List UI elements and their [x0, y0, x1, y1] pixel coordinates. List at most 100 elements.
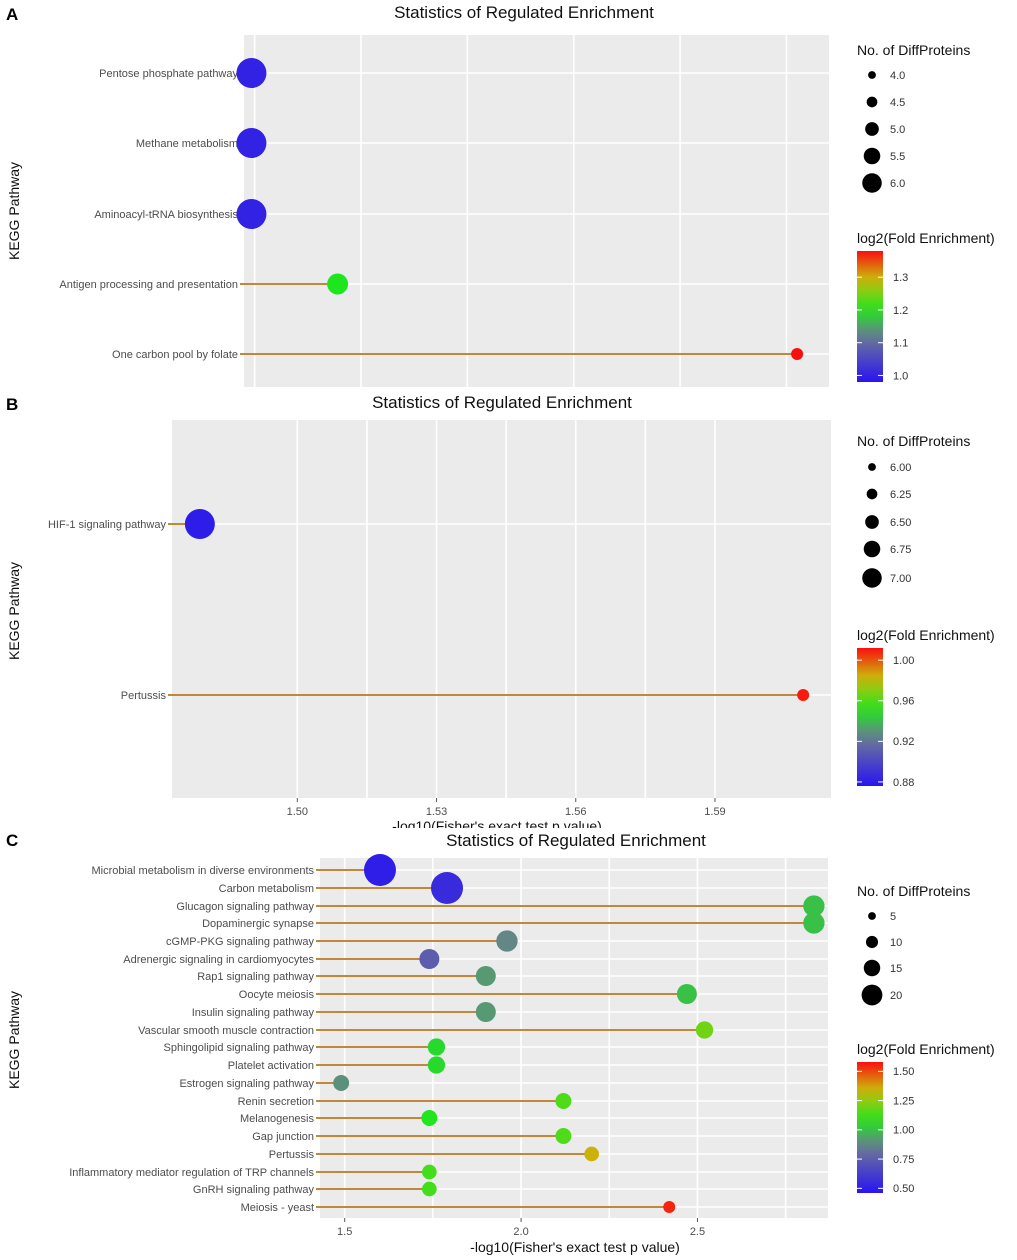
category-label: Sphingolipid signaling pathway: [164, 1042, 315, 1054]
panel-letter: C: [6, 831, 18, 850]
size-legend-symbol: [866, 488, 878, 500]
chart-title: Statistics of Regulated Enrichment: [394, 3, 654, 22]
color-legend-label: 1.50: [893, 1066, 914, 1078]
x-tick-label: 1.53: [426, 806, 447, 818]
size-legend-label: 5: [890, 911, 896, 923]
category-label: Vascular smooth muscle contraction: [138, 1025, 314, 1037]
data-point: [427, 1056, 446, 1074]
size-legend-label: 15: [890, 963, 902, 975]
panel-A: A Statistics of Regulated Enrichment KEGG …: [6, 3, 995, 387]
data-point: [676, 984, 697, 1004]
color-bar: [857, 251, 883, 382]
color-legend-label: 1.00: [893, 1125, 914, 1137]
data-point: [363, 854, 396, 886]
data-point: [333, 1075, 350, 1091]
data-point: [803, 895, 825, 917]
size-legend-title: No. of DiffProteins: [857, 883, 970, 899]
size-legend-label: 6.00: [890, 462, 911, 474]
data-point: [496, 930, 518, 952]
size-legend-label: 10: [890, 937, 902, 949]
data-point: [236, 199, 267, 229]
color-legend-label: 1.25: [893, 1095, 914, 1107]
data-point: [791, 348, 804, 360]
color-legend-label: 1.0: [893, 370, 908, 382]
category-label: Carbon metabolism: [219, 883, 314, 895]
data-point: [422, 1164, 437, 1180]
size-legend-label: 4.5: [890, 97, 905, 109]
plot-background: [172, 420, 831, 798]
color-legend: log2(Fold Enrichment) 1.50 1.25 1.00 0.75 0.5…: [857, 1041, 995, 1195]
category-label: Methane metabolism: [136, 138, 238, 150]
color-legend-label: 1.00: [893, 655, 914, 667]
category-label: Insulin signaling pathway: [192, 1007, 315, 1019]
data-point: [236, 58, 267, 88]
size-legend-symbol: [863, 540, 881, 558]
size-legend-label: 6.0: [890, 178, 905, 190]
size-legend-symbol: [862, 173, 882, 193]
category-label: Aminoacyl-tRNA biosynthesis: [94, 209, 238, 221]
panel-C: C Statistics of Regulated Enrichment 1.5 2.…: [6, 831, 995, 1255]
data-point: [475, 966, 496, 986]
category-label: Antigen processing and presentation: [59, 279, 238, 291]
size-legend-symbol: [865, 122, 879, 136]
plot-background: [320, 858, 828, 1218]
category-label: Gap junction: [252, 1131, 314, 1143]
panel-B: B Statistics of Regulated Enrichment 1.50 1…: [6, 393, 995, 828]
x-tick-label: 1.56: [565, 806, 586, 818]
color-legend-label: 1.1: [893, 338, 908, 350]
size-legend-symbol: [863, 147, 881, 165]
y-axis-label: KEGG Pathway: [6, 991, 22, 1089]
category-label: Pertussis: [121, 690, 167, 702]
category-label: Adrenergic signaling in cardiomyocytes: [123, 954, 314, 966]
data-point: [427, 1038, 446, 1056]
category-label: cGMP-PKG signaling pathway: [166, 936, 314, 948]
color-legend: log2(Fold Enrichment) 1.00 0.96 0.92 0.88: [857, 627, 995, 789]
x-tick-label: 1.5: [337, 1226, 352, 1238]
size-legend: No. of DiffProteins 4.0 4.5 5.0 5.5 6.0: [857, 42, 970, 193]
size-legend-label: 6.25: [890, 489, 911, 501]
category-label: HIF-1 signaling pathway: [48, 519, 167, 531]
size-legend-symbol: [868, 463, 876, 471]
panel-letter: A: [6, 5, 18, 24]
color-legend-label: 0.75: [893, 1154, 914, 1166]
size-legend: No. of DiffProteins 6.00 6.25 6.50 6.75 7.00: [857, 433, 970, 588]
color-legend-title: log2(Fold Enrichment): [857, 627, 995, 643]
y-axis-label: KEGG Pathway: [6, 162, 22, 260]
data-point: [327, 273, 349, 295]
color-bar: [857, 1062, 883, 1193]
data-point: [431, 872, 463, 904]
chart-title: Statistics of Regulated Enrichment: [372, 393, 632, 412]
category-label: Platelet activation: [228, 1060, 314, 1072]
category-label: Estrogen signaling pathway: [179, 1078, 314, 1090]
chart-title: Statistics of Regulated Enrichment: [446, 831, 706, 850]
size-legend-symbol: [868, 71, 876, 79]
category-label: Inflammatory mediator regulation of TRP …: [69, 1167, 314, 1179]
color-legend-label: 0.92: [893, 736, 914, 748]
size-legend-label: 6.50: [890, 517, 911, 529]
size-legend-label: 20: [890, 990, 902, 1002]
color-legend-label: 1.3: [893, 272, 908, 284]
data-point: [555, 1128, 572, 1144]
category-label: Oocyte meiosis: [239, 989, 315, 1001]
data-point: [419, 949, 440, 969]
color-legend-label: 0.96: [893, 696, 914, 708]
data-point: [555, 1093, 572, 1109]
color-bar: [857, 648, 883, 786]
data-point: [422, 1181, 437, 1197]
category-label: Microbial metabolism in diverse environm…: [91, 865, 314, 877]
category-label: GnRH signaling pathway: [193, 1184, 315, 1196]
category-label: Dopaminergic synapse: [202, 918, 314, 930]
size-legend-label: 5.5: [890, 151, 905, 163]
color-legend-label: 0.88: [893, 777, 914, 789]
data-point: [421, 1110, 438, 1126]
y-axis-label: KEGG Pathway: [6, 562, 22, 660]
color-legend-title: log2(Fold Enrichment): [857, 230, 995, 246]
size-legend-label: 4.0: [890, 70, 905, 82]
data-point: [475, 1002, 496, 1022]
data-point: [584, 1146, 599, 1162]
color-legend: log2(Fold Enrichment) 1.3 1.2 1.1 1.0: [857, 230, 995, 382]
category-label: Glucagon signaling pathway: [176, 901, 314, 913]
color-legend-label: 1.2: [893, 305, 908, 317]
data-point: [663, 1201, 676, 1213]
